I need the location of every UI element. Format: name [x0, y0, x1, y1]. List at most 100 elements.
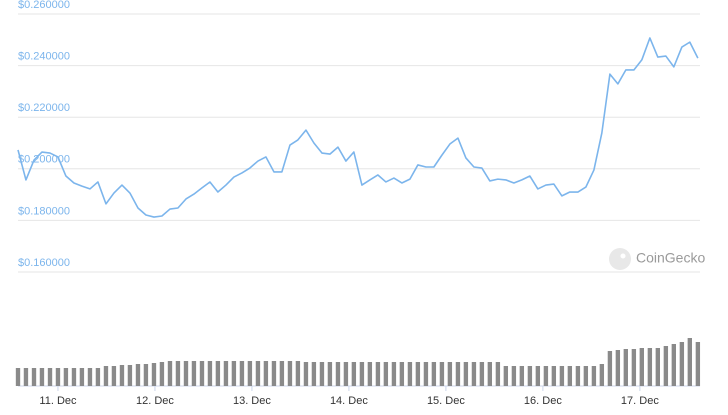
volume-bar: [311, 362, 317, 386]
volume-bar: [495, 362, 501, 386]
volume-bar: [383, 362, 389, 386]
volume-bar: [655, 348, 660, 386]
volume-bar: [343, 362, 349, 386]
volume-bar: [543, 366, 549, 386]
volume-bar: [535, 366, 541, 386]
volume-bar: [639, 348, 644, 386]
volume-bar: [375, 362, 381, 386]
volume-bar: [695, 342, 701, 386]
volume-bar: [647, 348, 653, 386]
y-tick-label: $0.160000: [18, 257, 70, 269]
volume-bar: [119, 365, 125, 386]
volume-bar: [255, 361, 261, 386]
volume-bar: [431, 362, 437, 386]
x-tick-label: 14. Dec: [330, 395, 368, 407]
volume-bar: [239, 361, 245, 386]
volume-bar: [47, 368, 53, 386]
volume-bar: [279, 361, 285, 386]
volume-bar: [207, 361, 213, 386]
volume-bar: [151, 363, 157, 386]
volume-bar: [127, 365, 133, 386]
brand-name: CoinGecko: [636, 250, 705, 266]
volume-bar: [295, 361, 301, 386]
x-tick-label: 13. Dec: [233, 395, 271, 407]
volume-bar: [223, 361, 229, 386]
volume-bar: [247, 361, 253, 386]
volume-bar: [399, 362, 405, 386]
volume-bar: [303, 362, 309, 386]
volume-bar: [511, 366, 517, 386]
x-tick-label: 15. Dec: [427, 395, 465, 407]
volume-bar: [679, 342, 685, 386]
volume-bar: [615, 350, 621, 386]
volume-bar: [663, 346, 669, 386]
volume-bar: [231, 361, 237, 386]
y-tick-label: $0.240000: [18, 51, 70, 63]
volume-bar: [15, 368, 21, 386]
volume-bar: [623, 349, 628, 386]
volume-bar: [215, 361, 221, 386]
volume-bar: [359, 362, 365, 386]
volume-bar: [423, 362, 429, 386]
volume-bar: [31, 368, 37, 386]
volume-bar: [551, 366, 557, 386]
volume-bar: [327, 362, 333, 386]
volume-bar: [519, 366, 525, 386]
volume-bar: [159, 362, 165, 386]
volume-bar: [591, 366, 597, 386]
volume-bar: [191, 361, 197, 386]
volume-bar: [391, 362, 397, 386]
volume-bar: [135, 364, 141, 386]
volume-bar: [559, 366, 565, 386]
volume-bar: [79, 368, 85, 386]
volume-bar: [111, 366, 117, 386]
volume-bar: [367, 362, 373, 386]
volume-bar: [607, 351, 613, 386]
volume-bar: [263, 361, 269, 386]
volume-bar: [167, 361, 173, 386]
x-tick-label: 12. Dec: [136, 395, 174, 407]
y-tick-label: $0.220000: [18, 102, 70, 114]
volume-bar: [63, 368, 69, 386]
y-tick-label: $0.200000: [18, 154, 70, 166]
volume-bar: [439, 362, 445, 386]
volume-bar: [87, 368, 93, 386]
volume-bar: [479, 362, 485, 386]
volume-bar: [407, 362, 413, 386]
volume-bar: [503, 366, 509, 386]
volume-bar: [55, 368, 61, 386]
volume-bar: [487, 362, 493, 386]
volume-bar: [351, 362, 357, 386]
volume-bar: [567, 366, 573, 386]
y-tick-label: $0.260000: [18, 0, 70, 11]
volume-bar: [455, 362, 461, 386]
volume-bar: [447, 362, 453, 386]
volume-bar: [471, 362, 477, 386]
volume-bar: [183, 361, 189, 386]
grid: [18, 13, 700, 273]
volume-bar: [23, 368, 29, 386]
volume-bar: [575, 366, 581, 386]
volume-bar: [687, 338, 692, 386]
x-tick-label: 11. Dec: [39, 395, 77, 407]
volume-bar: [631, 349, 637, 386]
brand-logo: [609, 248, 631, 270]
volume-bar: [463, 362, 469, 386]
y-tick-label: $0.180000: [18, 205, 70, 217]
volume-bar: [319, 362, 325, 386]
volume-bar: [415, 362, 421, 386]
volume-bar: [95, 368, 101, 386]
x-tick-label: 16. Dec: [524, 395, 562, 407]
volume-bar: [671, 344, 676, 386]
brand-logo-eye: [620, 253, 626, 259]
volume-bar: [143, 364, 149, 386]
volume-bar: [199, 361, 205, 386]
x-tick-label: 17. Dec: [621, 395, 659, 407]
volume-bar: [175, 361, 181, 386]
volume-bar: [583, 366, 589, 386]
price-line: [17, 37, 699, 218]
watermark: CoinGecko: [609, 248, 705, 270]
volume-bar: [335, 362, 341, 386]
volume-bar: [39, 368, 45, 386]
